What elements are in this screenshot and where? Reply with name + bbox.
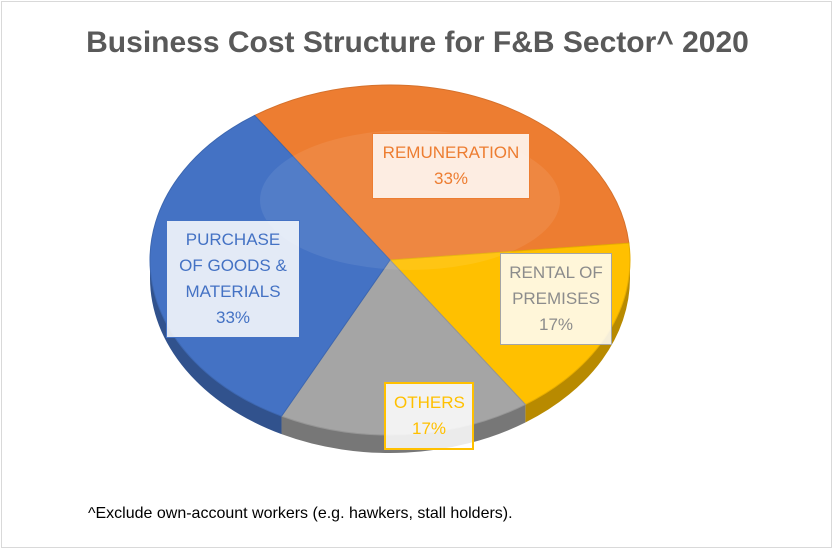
slice-label-remuneration: REMUNERATION 33% (372, 133, 530, 199)
slice-label-purchase-name: PURCHASE OF GOODS & MATERIALS (179, 230, 287, 301)
slice-label-rental: RENTAL OF PREMISES 17% (500, 253, 612, 345)
slice-label-remuneration-value: 33% (433, 169, 469, 188)
slice-label-purchase: PURCHASE OF GOODS & MATERIALS 33% (166, 220, 300, 338)
slice-label-others-value: 17% (411, 419, 447, 438)
slice-label-others: OTHERS 17% (384, 382, 474, 450)
slice-label-rental-value: 17% (538, 315, 574, 334)
pie-side-3 (150, 260, 282, 435)
chart-title: Business Cost Structure for F&B Sector^ … (86, 26, 749, 59)
slice-label-others-name: OTHERS (394, 393, 465, 412)
footnote: ^Exclude own-account workers (e.g. hawke… (88, 505, 513, 522)
slice-label-rental-name: RENTAL OF PREMISES (509, 263, 603, 308)
slice-label-remuneration-name: REMUNERATION (382, 143, 520, 162)
slice-label-purchase-value: 33% (215, 308, 251, 327)
